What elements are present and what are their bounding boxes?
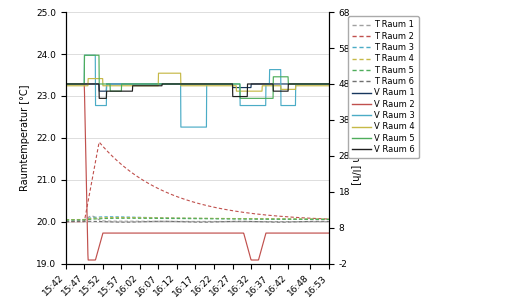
Legend: T Raum 1, T Raum 2, T Raum 3, T Raum 4, T Raum 5, T Raum 6, V Raum 1, V Raum 2, : T Raum 1, T Raum 2, T Raum 3, T Raum 4, … bbox=[347, 16, 418, 158]
Y-axis label: Volumenstrom [l/h]: Volumenstrom [l/h] bbox=[350, 91, 361, 185]
Y-axis label: Raumtemperatur [°C]: Raumtemperatur [°C] bbox=[20, 85, 30, 191]
